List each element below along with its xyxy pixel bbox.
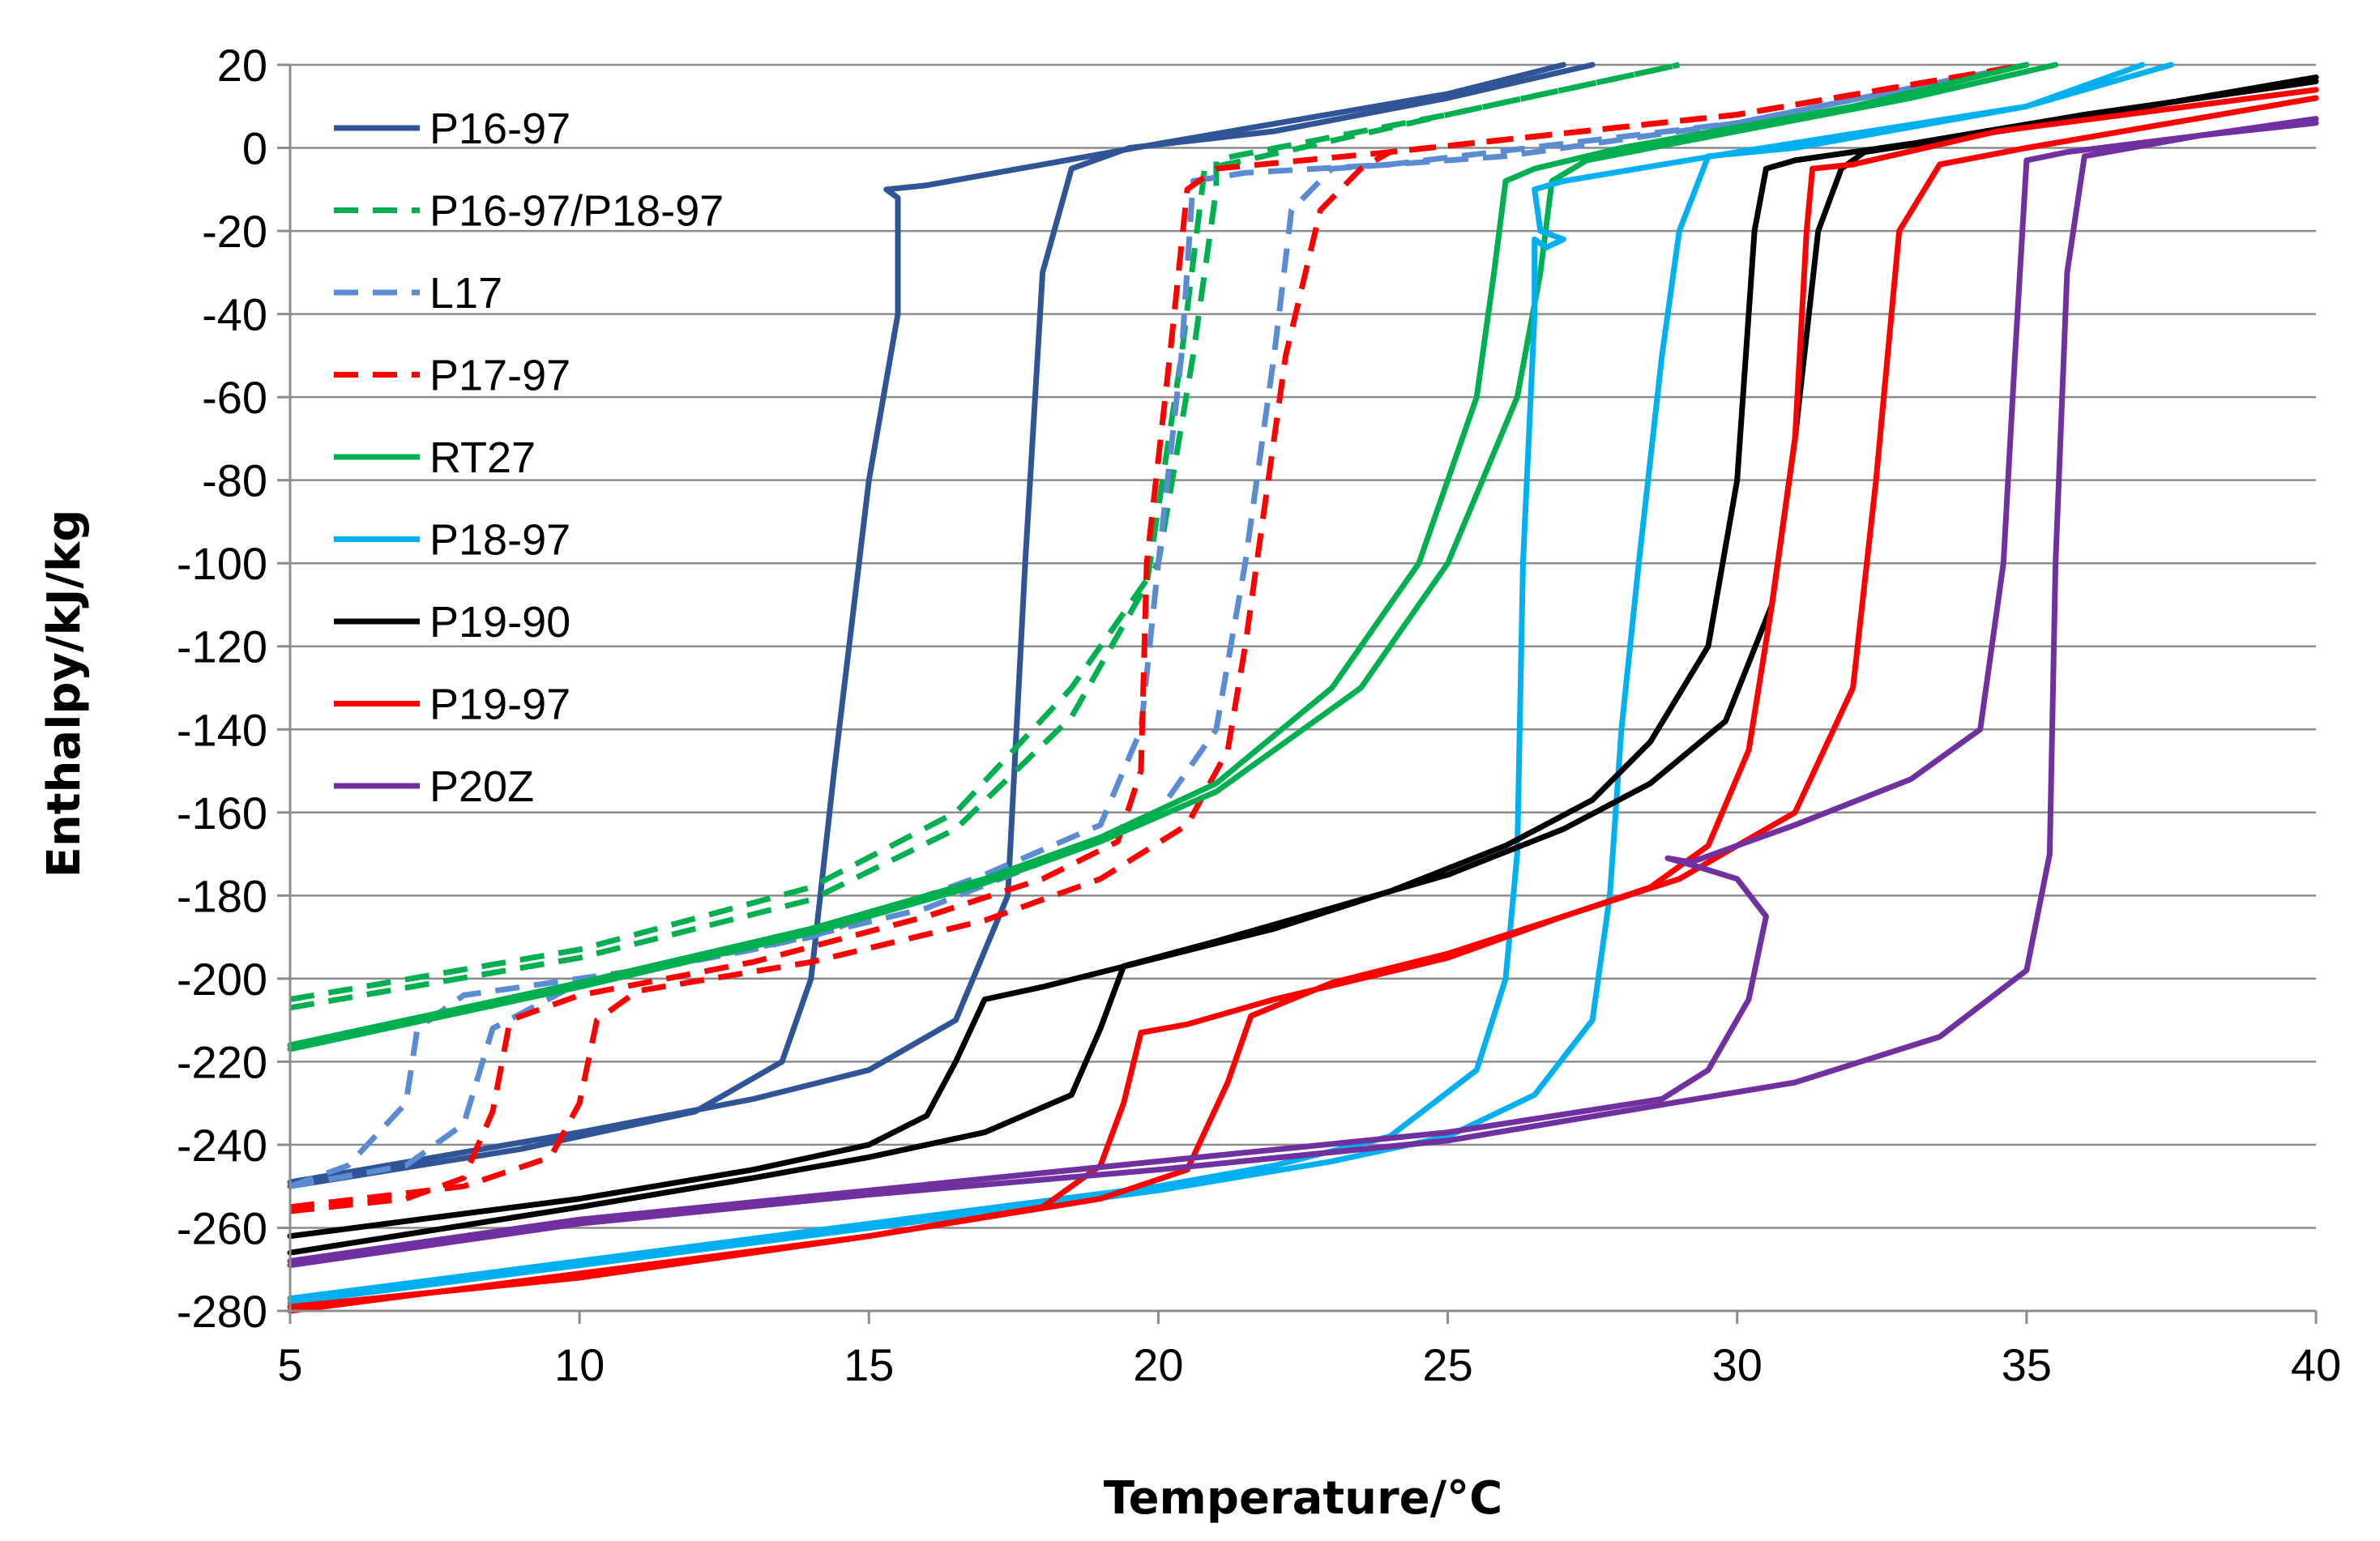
legend-label: P19-97 — [429, 681, 570, 729]
y-tick-label: -100 — [177, 538, 267, 589]
gridlines — [290, 63, 2316, 1229]
legend-label: P19-90 — [429, 598, 570, 647]
x-tick-label: 40 — [2291, 1339, 2341, 1390]
y-tick-label: -140 — [177, 704, 267, 755]
legend-label: P16-97 — [429, 105, 570, 153]
y-tick-label: -80 — [202, 455, 267, 506]
legend-label: P18-97 — [429, 516, 570, 565]
legend: P16-97 P16-97/P18-97 L17 P17-97 RT27 P18-97 P1… — [334, 105, 724, 811]
x-tick-label: 30 — [1712, 1339, 1763, 1390]
y-tick-label: -180 — [177, 870, 267, 921]
series-p19-90-curve-1 — [287, 79, 2319, 1240]
y-tick-label: -40 — [202, 289, 267, 340]
y-tick-label: -120 — [177, 621, 267, 672]
tick-labels: 20 0 -20 -40 -60 -80 -100 -120 -140 -160 -180 -200 -… — [177, 40, 2341, 1390]
y-tick-label: -160 — [177, 788, 267, 839]
y-tick-label: -240 — [177, 1120, 267, 1171]
series-p16-97-p18-97-curve-1 — [289, 62, 1681, 1002]
axes — [277, 63, 2318, 1324]
x-tick-label: 35 — [2002, 1339, 2052, 1390]
series-p17-97-curve-1 — [289, 62, 2027, 1214]
y-tick-label: -260 — [177, 1202, 267, 1253]
x-tick-label: 25 — [1422, 1339, 1472, 1390]
series-l17-curve-1 — [288, 62, 2027, 1189]
series-lines — [287, 62, 2319, 1314]
x-tick-label: 15 — [844, 1339, 894, 1390]
series-p16-97-curve-2 — [287, 62, 1596, 1185]
y-tick-label: 0 — [242, 123, 267, 174]
legend-label: L17 — [429, 269, 502, 318]
series-p20z-curve-2 — [287, 116, 2319, 1269]
y-tick-label: -200 — [177, 954, 267, 1005]
series-p16-97-p18-97-curve-2 — [289, 62, 1681, 1011]
legend-label: RT27 — [429, 433, 536, 482]
legend-label: P16-97/P18-97 — [429, 187, 724, 236]
y-tick-label: -280 — [177, 1286, 267, 1337]
y-tick-label: -220 — [177, 1036, 267, 1087]
series-rt27-curve-1 — [287, 62, 2030, 1048]
series-p20z-curve-1 — [287, 120, 2319, 1264]
x-tick-label: 20 — [1133, 1339, 1183, 1390]
y-tick-label: -20 — [202, 206, 267, 257]
legend-label: P17-97 — [429, 352, 570, 400]
series-rt27-curve-2 — [287, 62, 2059, 1052]
y-tick-label: -60 — [202, 372, 267, 423]
x-axis-title: Temperature/°C — [1104, 1472, 1502, 1525]
series-p19-90-curve-2 — [287, 74, 2319, 1256]
y-axis-title: Enthalpy/kJ/kg — [38, 510, 91, 878]
x-tick-label: 10 — [554, 1339, 605, 1390]
series-p18-97-curve-1 — [287, 62, 2146, 1302]
legend-label: P20Z — [429, 762, 534, 811]
x-tick-label: 5 — [277, 1339, 302, 1390]
series-p19-97-curve-2 — [287, 95, 2319, 1314]
y-tick-label: 20 — [217, 40, 267, 91]
series-p17-97-curve-2 — [289, 62, 2027, 1210]
